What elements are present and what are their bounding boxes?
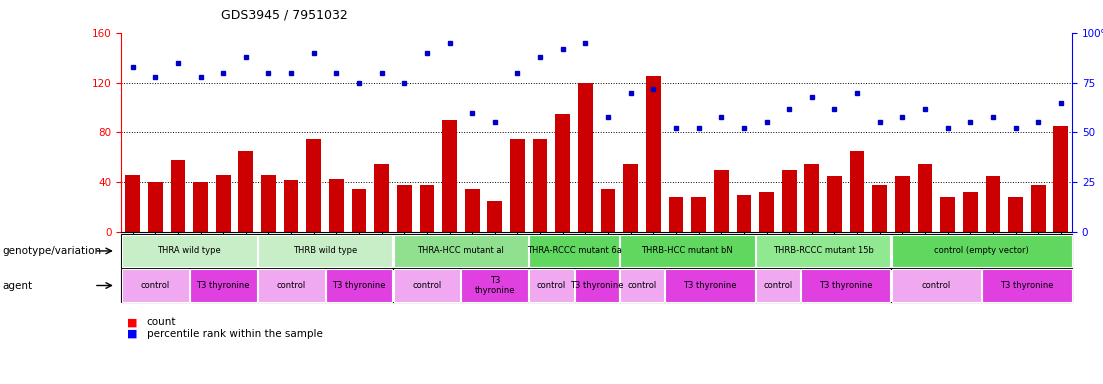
Text: THRB wild type: THRB wild type	[293, 247, 357, 255]
Bar	[918, 164, 932, 232]
Bar	[1053, 126, 1068, 232]
Bar	[171, 160, 185, 232]
Bar	[668, 197, 684, 232]
Text: T3 thyronine: T3 thyronine	[570, 281, 623, 290]
Text: ■: ■	[127, 329, 138, 339]
Bar	[940, 197, 955, 232]
Bar	[419, 185, 435, 232]
Bar	[646, 76, 661, 232]
Bar	[148, 182, 162, 232]
Text: control: control	[277, 281, 306, 290]
Text: count: count	[147, 317, 176, 327]
Bar	[827, 176, 842, 232]
Bar	[464, 189, 480, 232]
Text: control: control	[413, 281, 441, 290]
Text: THRA wild type: THRA wild type	[158, 247, 221, 255]
Bar	[692, 197, 706, 232]
Bar	[849, 151, 865, 232]
Text: genotype/variation: genotype/variation	[2, 246, 101, 256]
Bar	[374, 164, 389, 232]
Bar	[283, 180, 299, 232]
Bar	[737, 195, 751, 232]
Bar	[533, 139, 547, 232]
Text: control: control	[537, 281, 566, 290]
Bar	[329, 179, 344, 232]
Text: T3 thyronine: T3 thyronine	[196, 281, 250, 290]
Text: T3 thyronine: T3 thyronine	[1000, 281, 1053, 290]
Text: control: control	[628, 281, 656, 290]
Bar	[261, 175, 276, 232]
Text: T3 thyronine: T3 thyronine	[332, 281, 386, 290]
Text: THRA-RCCC mutant 6a: THRA-RCCC mutant 6a	[526, 247, 621, 255]
Bar	[963, 192, 977, 232]
Bar	[714, 170, 729, 232]
Text: control: control	[763, 281, 792, 290]
Bar	[601, 189, 615, 232]
Bar	[397, 185, 411, 232]
Text: THRB-RCCC mutant 15b: THRB-RCCC mutant 15b	[773, 247, 874, 255]
Bar	[804, 164, 820, 232]
Bar	[1031, 185, 1046, 232]
Bar	[307, 139, 321, 232]
Text: GDS3945 / 7951032: GDS3945 / 7951032	[221, 8, 347, 21]
Bar	[510, 139, 525, 232]
Text: THRA-HCC mutant al: THRA-HCC mutant al	[417, 247, 504, 255]
Bar	[488, 201, 502, 232]
Text: T3 thyronine: T3 thyronine	[820, 281, 872, 290]
Bar	[578, 83, 592, 232]
Text: THRB-HCC mutant bN: THRB-HCC mutant bN	[642, 247, 733, 255]
Bar	[126, 175, 140, 232]
Bar	[442, 120, 457, 232]
Bar	[895, 176, 910, 232]
Bar	[216, 175, 231, 232]
Bar	[985, 176, 1000, 232]
Text: agent: agent	[2, 280, 32, 291]
Bar	[238, 151, 254, 232]
Text: control: control	[922, 281, 951, 290]
Text: control (empty vector): control (empty vector)	[934, 247, 1029, 255]
Text: ■: ■	[127, 317, 138, 327]
Bar	[556, 114, 570, 232]
Text: T3
thyronine: T3 thyronine	[474, 276, 515, 295]
Bar	[193, 182, 208, 232]
Bar	[1008, 197, 1022, 232]
Bar	[623, 164, 638, 232]
Text: percentile rank within the sample: percentile rank within the sample	[147, 329, 322, 339]
Text: control: control	[141, 281, 170, 290]
Text: T3 thyronine: T3 thyronine	[683, 281, 737, 290]
Bar	[352, 189, 366, 232]
Bar	[782, 170, 796, 232]
Bar	[759, 192, 774, 232]
Bar	[872, 185, 887, 232]
